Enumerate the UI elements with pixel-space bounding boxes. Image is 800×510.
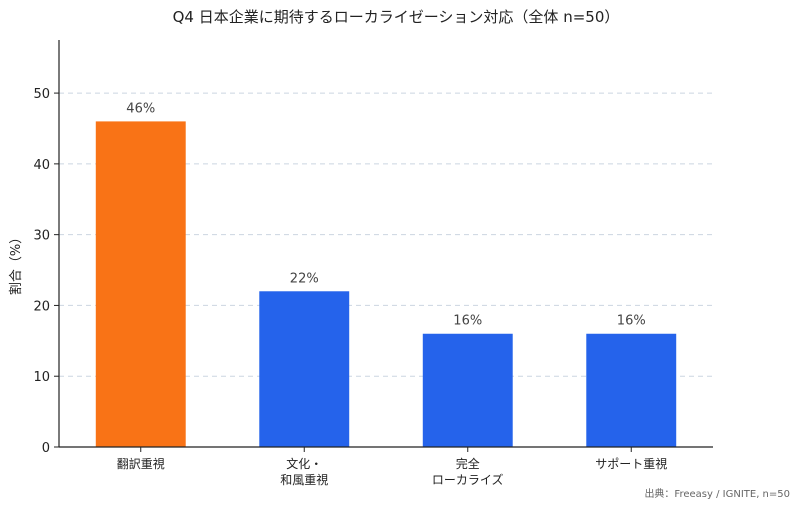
bars: [95, 121, 677, 448]
bar: [259, 291, 350, 447]
y-tick-labels: 0 10 20 30 40 50: [33, 87, 50, 456]
y-tick-label: 30: [33, 229, 50, 244]
bar: [422, 333, 513, 447]
bar: [586, 333, 677, 447]
x-tick-label: 和風重視: [280, 472, 328, 487]
x-tick-label: 翻訳重視: [117, 456, 165, 471]
x-tick-label: サポート重視: [595, 456, 667, 471]
source-note: 出典：Freeasy / IGNITE, n=50: [644, 487, 790, 500]
y-tick-label: 40: [33, 158, 50, 173]
data-labels: 46% 22% 16% 16%: [126, 101, 645, 328]
chart-title: Q4 日本企業に期待するローカライゼーション対応（全体 n=50）: [173, 8, 620, 26]
y-tick-label: 10: [33, 370, 50, 385]
data-label: 16%: [453, 314, 482, 329]
bar: [95, 121, 186, 448]
y-axis-label: 割合（%）: [8, 231, 24, 295]
x-tick-label: 文化・: [286, 456, 322, 471]
y-tick-label: 50: [33, 87, 50, 102]
data-label: 22%: [290, 271, 319, 286]
x-tick-label: ローカライズ: [432, 472, 504, 487]
y-tick-label: 20: [33, 299, 50, 314]
data-label: 16%: [617, 314, 646, 329]
axes: [58, 40, 713, 448]
x-tick-label: 完全: [456, 456, 480, 471]
y-tick-label: 0: [42, 441, 50, 456]
data-label: 46%: [126, 101, 155, 116]
